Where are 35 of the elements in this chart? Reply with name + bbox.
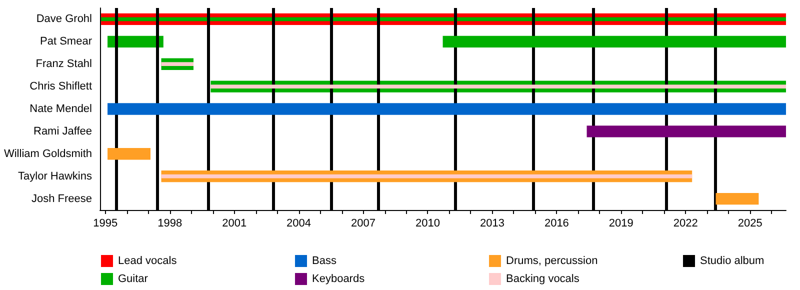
legend-label: Guitar — [118, 273, 148, 285]
y-tick-label: Josh Freese — [31, 192, 92, 205]
legend-label: Bass — [312, 255, 337, 267]
y-tick-label: William Goldsmith — [4, 148, 92, 160]
x-tick-label: 2019 — [608, 218, 634, 230]
legend-label: Drums, percussion — [506, 255, 598, 267]
bar — [108, 103, 786, 115]
y-tick-label: Franz Stahl — [36, 58, 92, 70]
bar — [161, 174, 692, 178]
x-tick-label: 2013 — [480, 218, 504, 230]
x-tick-label: 2022 — [673, 218, 698, 230]
y-tick-label: Dave Grohl — [36, 13, 92, 26]
bar — [210, 84, 786, 88]
x-tick-label: 2016 — [544, 218, 569, 230]
x-tick-label: 2007 — [351, 218, 376, 230]
legend-label: Studio album — [700, 255, 764, 267]
x-tick-label: 2025 — [738, 218, 762, 230]
bar — [442, 36, 786, 48]
bar — [108, 148, 151, 160]
x-tick-label: 2010 — [416, 218, 440, 230]
bar — [586, 126, 786, 138]
y-tick-label: Chris Shiflett — [30, 80, 92, 93]
x-tick-label: 1995 — [93, 218, 118, 230]
y-tick-label: Nate Mendel — [30, 103, 92, 115]
x-tick-label: 2001 — [222, 218, 247, 230]
bar — [161, 62, 194, 66]
y-tick-label: Taylor Hawkins — [18, 170, 92, 182]
legend-label: Keyboards — [312, 273, 366, 285]
legend-label: Backing vocals — [506, 273, 580, 285]
x-tick-label: 1998 — [158, 218, 182, 230]
bar — [716, 192, 759, 205]
x-tick-label: 2004 — [286, 218, 312, 230]
legend-label: Lead vocals — [118, 255, 178, 267]
y-tick-label: Rami Jaffee — [34, 125, 92, 138]
y-tick-label: Pat Smear — [40, 36, 92, 48]
